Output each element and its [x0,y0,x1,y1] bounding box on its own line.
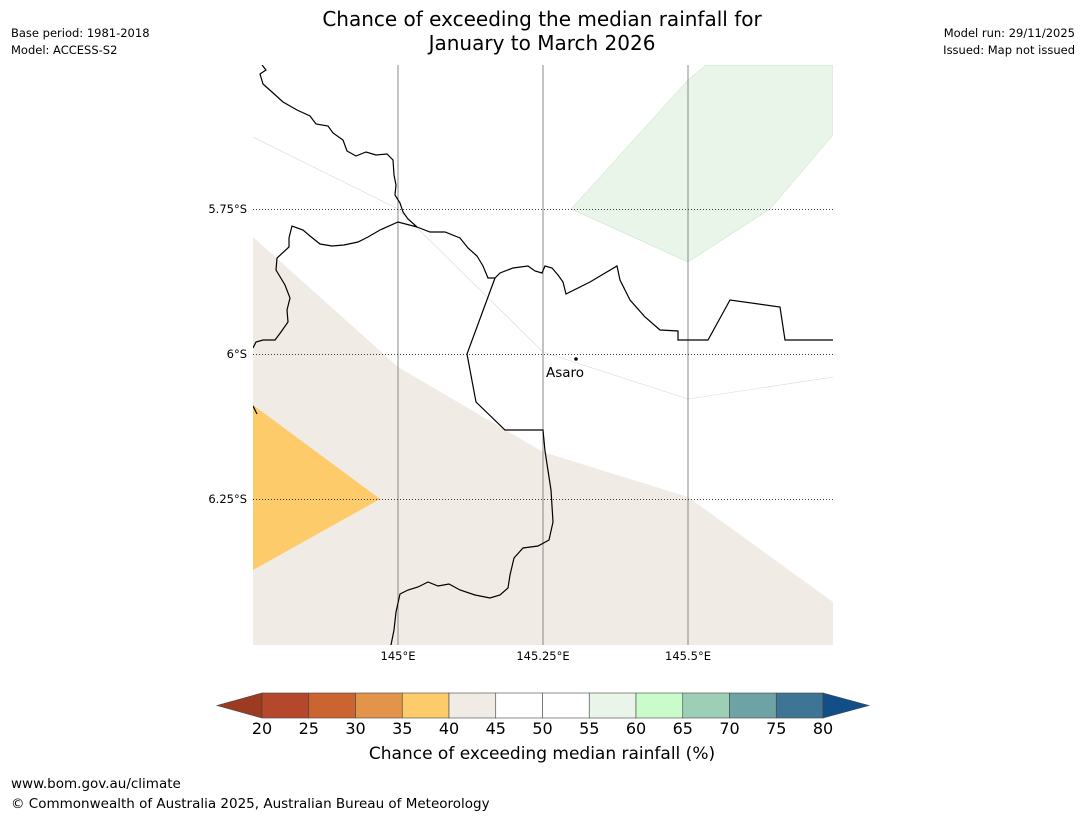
map-area [253,65,833,645]
colorbar-tick-label: 45 [485,719,506,738]
title-line-1: Chance of exceeding the median rainfall … [322,7,762,31]
model-text: Model: ACCESS-S2 [11,43,118,57]
metadata-right: Model run: 29/11/2025 Issued: Map not is… [943,25,1075,59]
colorbar-tick-label: 30 [345,719,366,738]
lat-label-6-25: 6.25°S [208,492,247,506]
asaro-label: Asaro [546,365,585,381]
province-boundary-north [253,65,418,349]
colorbar-tick-label: 40 [438,719,460,738]
colorbar-tick-label: 75 [766,719,787,738]
colorbar-tick-label: 55 [579,719,600,738]
lat-label-6: 6°S [226,347,247,361]
colorbar-tick-label: 60 [625,719,647,738]
region-55-60 [570,65,833,263]
model-run-text: Model run: 29/11/2025 [943,26,1075,40]
province-boundary-west-tick [253,405,258,415]
province-boundary-central [416,226,833,341]
colorbar-tick-label: 20 [251,719,273,738]
issued-text: Issued: Map not issued [943,43,1075,57]
map-title: Chance of exceeding the median rainfall … [242,7,842,55]
footer-url: www.bom.gov.au/climate [11,776,181,792]
colorbar-tick-label: 65 [672,719,693,738]
base-period-text: Base period: 1981-2018 [11,26,150,40]
lon-label-145: 145°E [380,649,416,663]
lon-label-145-25: 145.25°E [516,649,570,663]
colorbar-tick-label: 50 [532,719,553,738]
colorbar-title: Chance of exceeding median rainfall (%) [368,744,716,764]
metadata-left: Base period: 1981-2018 Model: ACCESS-S2 [11,25,150,59]
lat-label-5-75: 5.75°S [208,202,247,216]
region-35-40 [253,405,380,570]
lon-label-145-5: 145.5°E [665,649,711,663]
asaro-location-marker [574,357,578,361]
colorbar-tick-label: 80 [812,719,834,738]
title-line-2: January to March 2026 [428,31,656,55]
colorbar-tick-label: 25 [298,719,319,738]
colorbar-tick-label: 35 [392,719,413,738]
colorbar-tick-label: 70 [719,719,740,738]
province-boundary-south [390,277,554,645]
footer-copyright: © Commonwealth of Australia 2025, Austra… [11,796,490,812]
